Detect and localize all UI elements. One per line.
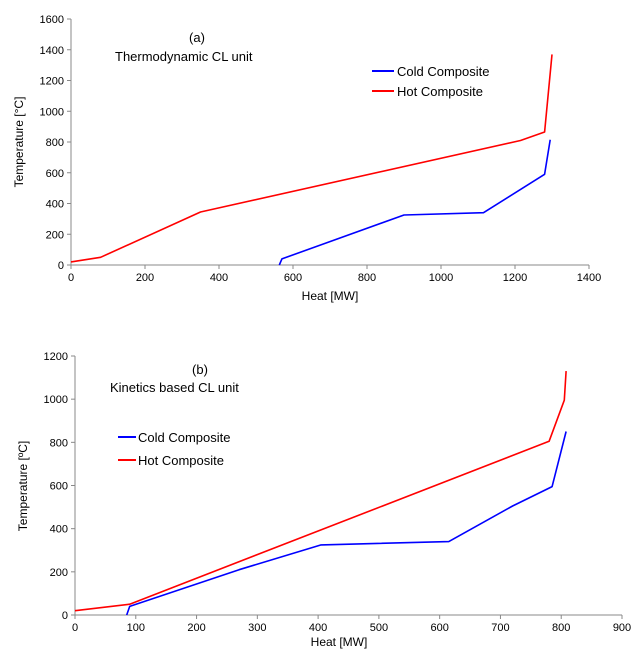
a-x-tick-label: 600: [284, 272, 302, 284]
b-x-tick-label: 900: [613, 622, 631, 634]
b-y-tick-label: 400: [50, 524, 68, 536]
a-x-tick-label: 0: [68, 272, 74, 284]
b-x-tick-label: 300: [248, 622, 266, 634]
a-y-tick-label: 200: [46, 229, 64, 241]
a-panel-annotation: Thermodynamic CL unit: [115, 49, 253, 64]
b-x-tick-label: 200: [187, 622, 205, 634]
a-legend-label-hot-composite: Hot Composite: [397, 84, 483, 99]
b-x-tick-label: 400: [309, 622, 327, 634]
a-x-tick-label: 1400: [577, 272, 601, 284]
b-x-tick-label: 800: [552, 622, 570, 634]
a-series-hot-composite: [70, 54, 553, 263]
a-x-tick-label: 1200: [503, 272, 527, 284]
a-x-tick-label: 800: [358, 272, 376, 284]
b-y-tick-label: 1200: [44, 351, 68, 363]
b-x-axis-label: Heat [MW]: [311, 635, 368, 649]
a-x-axis-label: Heat [MW]: [302, 289, 359, 303]
a-panel-letter: (a): [189, 30, 205, 45]
b-y-tick-label: 1000: [44, 394, 68, 406]
b-y-axis-label: Temperature [ºC]: [16, 441, 30, 531]
b-x-tick-label: 500: [370, 622, 388, 634]
b-y-tick-label: 600: [50, 481, 68, 493]
a-legend-label-cold-composite: Cold Composite: [397, 64, 490, 79]
a-y-tick-label: 1200: [40, 76, 64, 88]
b-x-tick-label: 700: [491, 622, 509, 634]
a-y-tick-label: 400: [46, 199, 64, 211]
a-x-tick-label: 200: [136, 272, 154, 284]
a-y-tick-label: 1400: [40, 45, 64, 57]
chart-thermodynamic: 0 200 400 600 800 1000 1200 1400 0 200 400 600 800 10…: [12, 14, 601, 303]
a-y-tick-label: 1000: [40, 106, 64, 118]
b-x-tick-label: 600: [430, 622, 448, 634]
b-x-tick-label: 0: [72, 622, 78, 634]
b-x-tick-label: 100: [127, 622, 145, 634]
chart-kinetics: 0 100 200 300 400 500 600 700 800 900 0 200 400 600 80…: [16, 351, 631, 649]
a-y-tick-label: 600: [46, 168, 64, 180]
b-panel-annotation: Kinetics based CL unit: [110, 380, 239, 395]
a-y-axis-label: Temperature [°C]: [12, 97, 26, 188]
b-series-hot-composite: [74, 371, 567, 612]
a-x-tick-label: 400: [210, 272, 228, 284]
b-y-tick-label: 200: [50, 567, 68, 579]
a-series-cold-composite: [278, 139, 551, 266]
b-y-tick-label: 0: [62, 610, 68, 622]
b-series-cold-composite: [125, 431, 567, 616]
b-legend-label-cold-composite: Cold Composite: [138, 430, 231, 445]
b-panel-letter: (b): [192, 362, 208, 377]
b-legend-label-hot-composite: Hot Composite: [138, 453, 224, 468]
a-y-tick-label: 800: [46, 137, 64, 149]
a-y-tick-label: 1600: [40, 14, 64, 26]
a-y-tick-label: 0: [58, 260, 64, 272]
b-y-tick-label: 800: [50, 437, 68, 449]
a-x-tick-label: 1000: [429, 272, 453, 284]
